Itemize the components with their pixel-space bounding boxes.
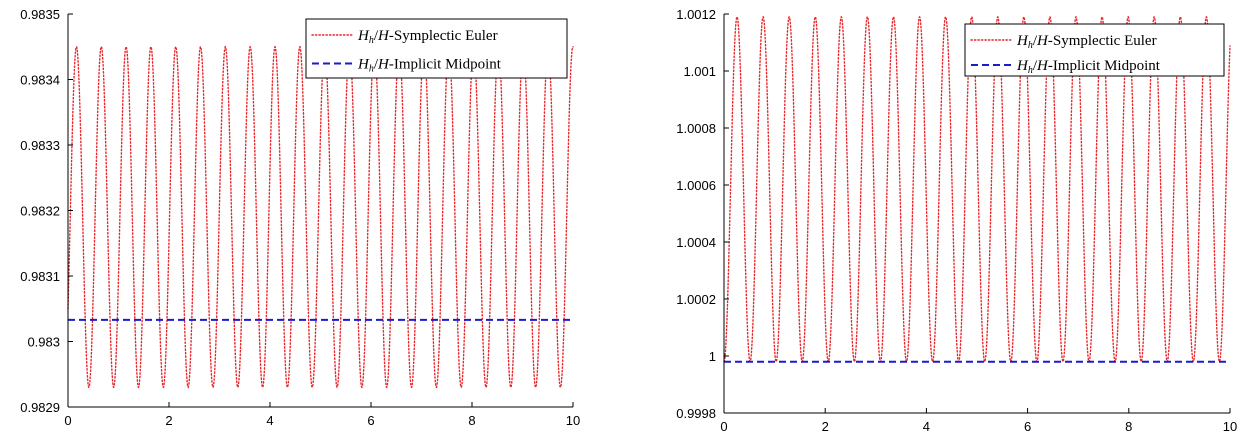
chart-right: 0 2 4 6 8 10 0.9998 1 1.0002 1.0004 1.0006 1.0008 1.… [676, 7, 1237, 434]
x-tick-label: 4 [923, 419, 930, 434]
legend-label-symplectic-euler: Hh/H-Symplectic Euler [357, 28, 498, 46]
y-tick-label: 0.983 [27, 335, 60, 350]
y-tick-label: 0.9998 [676, 406, 716, 421]
x-tick-label: 2 [165, 413, 172, 428]
x-tick-label: 2 [822, 419, 829, 434]
y-tick-label: 0.9835 [20, 7, 60, 22]
series-line-symplectic-euler [723, 15, 1231, 363]
y-tick-label: 1 [709, 349, 716, 364]
legend: Hh/H-Symplectic Euler Hh/H-Implicit Midpo… [305, 18, 568, 79]
chart-left: 0 2 4 6 8 10 0.9829 0.983 0.9831 0.9832 0.9833 0.98… [20, 7, 580, 428]
legend-label-symplectic-euler: Hh/H-Symplectic Euler [1016, 33, 1157, 51]
y-tick-label: 1.0006 [676, 178, 716, 193]
legend-label-implicit-midpoint: Hh/H-Implicit Midpoint [357, 57, 502, 75]
x-tick-label: 8 [1125, 419, 1132, 434]
y-tick-label: 0.9832 [20, 204, 60, 219]
legend-label-implicit-midpoint: Hh/H-Implicit Midpoint [1016, 58, 1161, 76]
x-tick-label: 8 [468, 413, 475, 428]
y-tick-label: 0.9833 [20, 138, 60, 153]
x-tick-label: 6 [367, 413, 374, 428]
y-tick-label: 1.0002 [676, 292, 716, 307]
x-tick-label: 0 [720, 419, 727, 434]
y-tick-label: 1.0004 [676, 235, 716, 250]
series-line-symplectic-euler [67, 45, 574, 389]
x-tick-label: 6 [1024, 419, 1031, 434]
x-tick-label: 10 [566, 413, 580, 428]
y-tick-label: 1.0012 [676, 7, 716, 22]
y-tick-label: 1.001 [683, 64, 716, 79]
y-tick-label: 0.9829 [20, 400, 60, 415]
x-tick-label: 0 [64, 413, 71, 428]
x-tick-label: 10 [1223, 419, 1237, 434]
y-tick-label: 0.9831 [20, 269, 60, 284]
legend-box [964, 23, 1225, 77]
legend-box [305, 18, 568, 79]
y-tick-label: 1.0008 [676, 121, 716, 136]
x-tick-label: 4 [266, 413, 273, 428]
legend: Hh/H-Symplectic Euler Hh/H-Implicit Midpo… [964, 23, 1225, 77]
y-tick-label: 0.9834 [20, 73, 60, 88]
